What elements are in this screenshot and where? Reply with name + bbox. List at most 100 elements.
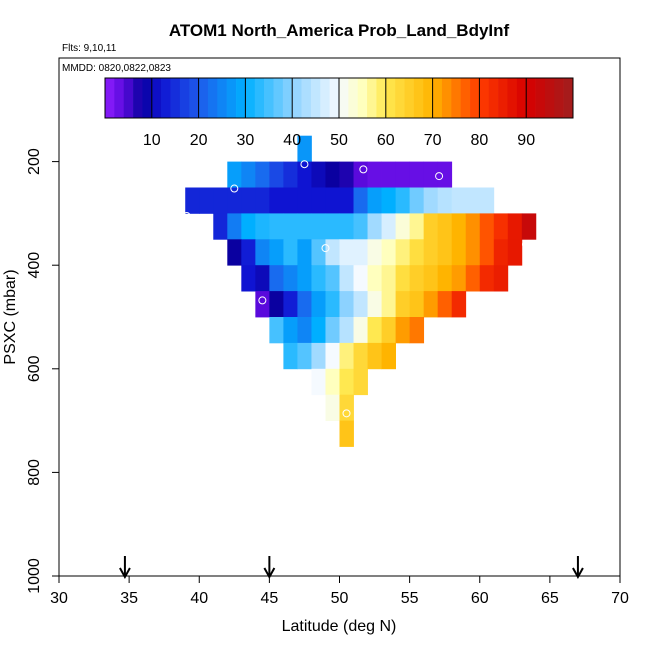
colorbar-block <box>563 78 574 118</box>
heatmap-cell <box>325 342 340 370</box>
heatmap-cell <box>451 239 467 266</box>
sample-marker <box>258 296 267 305</box>
heatmap-cell <box>353 342 368 370</box>
sample-marker <box>300 160 309 169</box>
heatmap-cell <box>339 291 354 318</box>
x-axis: 30 35 40 45 50 55 60 65 70 <box>50 575 629 607</box>
colorbar-tick-lines <box>151 78 527 118</box>
colorbar-block <box>526 78 536 118</box>
colorbar-block <box>217 78 227 118</box>
heatmap-cell <box>381 161 396 188</box>
heatmap-cell <box>227 239 242 266</box>
heatmap-cell <box>493 213 509 240</box>
heatmap-cell <box>451 265 467 292</box>
sample-marker <box>359 165 368 174</box>
arrow-markers <box>119 556 584 580</box>
heatmap-cell <box>255 161 270 188</box>
colorbar-block <box>133 78 143 118</box>
heatmap-cell <box>353 368 368 396</box>
colorbar-block <box>151 78 162 118</box>
x-tick-label: 30 <box>50 590 68 607</box>
heatmap-cell <box>409 161 425 188</box>
colorbar-block <box>357 78 368 118</box>
heatmap-cell <box>283 291 298 318</box>
heatmap-cell <box>409 213 425 240</box>
heatmap-cell <box>269 161 284 188</box>
y-axis-label: PSXC (mbar) <box>2 269 19 364</box>
down-arrow-icon <box>119 556 131 580</box>
colorbar-block <box>535 78 546 118</box>
heatmap-cell <box>269 291 284 318</box>
colorbar-block <box>226 78 237 118</box>
heatmap-cell <box>241 213 256 240</box>
colorbar-block <box>264 78 274 118</box>
flights-label: Flts: 9,10,11 <box>62 43 117 54</box>
heatmap-cell <box>269 317 284 344</box>
colorbar-block <box>329 78 340 118</box>
heatmap-cell <box>353 317 368 344</box>
heatmap-cell <box>367 213 382 240</box>
x-tick-label: 40 <box>190 590 208 607</box>
colorbar-block <box>170 78 181 118</box>
heatmap-cell <box>269 265 284 292</box>
colorbar-block <box>488 78 499 118</box>
heatmap-cell <box>297 239 312 266</box>
heatmap-cell <box>367 317 382 344</box>
heatmap-cell <box>311 239 326 266</box>
colorbar-block <box>105 78 115 118</box>
heatmap-cell <box>493 265 509 292</box>
colorbar-block <box>516 78 527 118</box>
heatmap-cell <box>283 187 298 214</box>
heatmap-cell <box>395 265 411 292</box>
heatmap-cell <box>227 161 242 188</box>
colorbar-block <box>301 78 312 118</box>
heatmap-cell <box>353 291 368 318</box>
heatmap-cell <box>451 187 467 214</box>
heatmap-cell <box>395 161 411 188</box>
heatmap-cell <box>325 265 340 292</box>
y-tick-label: 600 <box>26 355 43 382</box>
heatmap-cell <box>325 239 340 266</box>
x-tick-label: 55 <box>401 590 419 607</box>
colorbar-block <box>142 78 153 118</box>
heatmap-cell <box>325 317 340 344</box>
colorbar-block <box>207 78 218 118</box>
heatmap-cell <box>381 213 396 240</box>
plot-area <box>58 57 621 580</box>
colorbar-tick-label: 50 <box>330 132 348 149</box>
colorbar-block <box>179 78 190 118</box>
heatmap-cell <box>339 368 354 396</box>
colorbar-block <box>376 78 387 118</box>
heatmap-cell <box>451 291 467 318</box>
heatmap-cell <box>423 265 439 292</box>
colorbar-block <box>385 78 396 118</box>
heatmap-cell <box>465 213 481 240</box>
heatmap-cell <box>451 213 467 240</box>
heatmap-cell <box>367 265 382 292</box>
heatmap-cell <box>339 265 354 292</box>
heatmap-cell <box>311 265 326 292</box>
heatmap-cell <box>437 213 453 240</box>
heatmap-cell <box>325 291 340 318</box>
down-arrow-icon <box>572 556 584 580</box>
heatmap-cell <box>297 213 312 240</box>
heatmap-cell <box>297 291 312 318</box>
x-tick-label: 50 <box>331 590 349 607</box>
heatmap-cell <box>269 187 284 214</box>
heatmap-cell <box>381 317 396 344</box>
colorbar-tick-label: 30 <box>237 132 255 149</box>
heatmap-cell <box>311 291 326 318</box>
colorbar-block <box>236 78 246 118</box>
heatmap-cell <box>339 187 354 214</box>
heatmap-cell <box>255 187 270 214</box>
heatmap-cell <box>353 213 368 240</box>
colorbar-block <box>245 78 256 118</box>
y-axis: 200 400 600 800 1000 <box>26 148 60 594</box>
heatmap-cell <box>325 187 340 214</box>
x-tick-label: 60 <box>471 590 489 607</box>
heatmap-cell <box>199 187 214 214</box>
colorbar-block <box>441 78 452 118</box>
heatmap-cell <box>241 265 256 292</box>
x-tick-label: 65 <box>541 590 559 607</box>
colorbar-block <box>273 78 284 118</box>
